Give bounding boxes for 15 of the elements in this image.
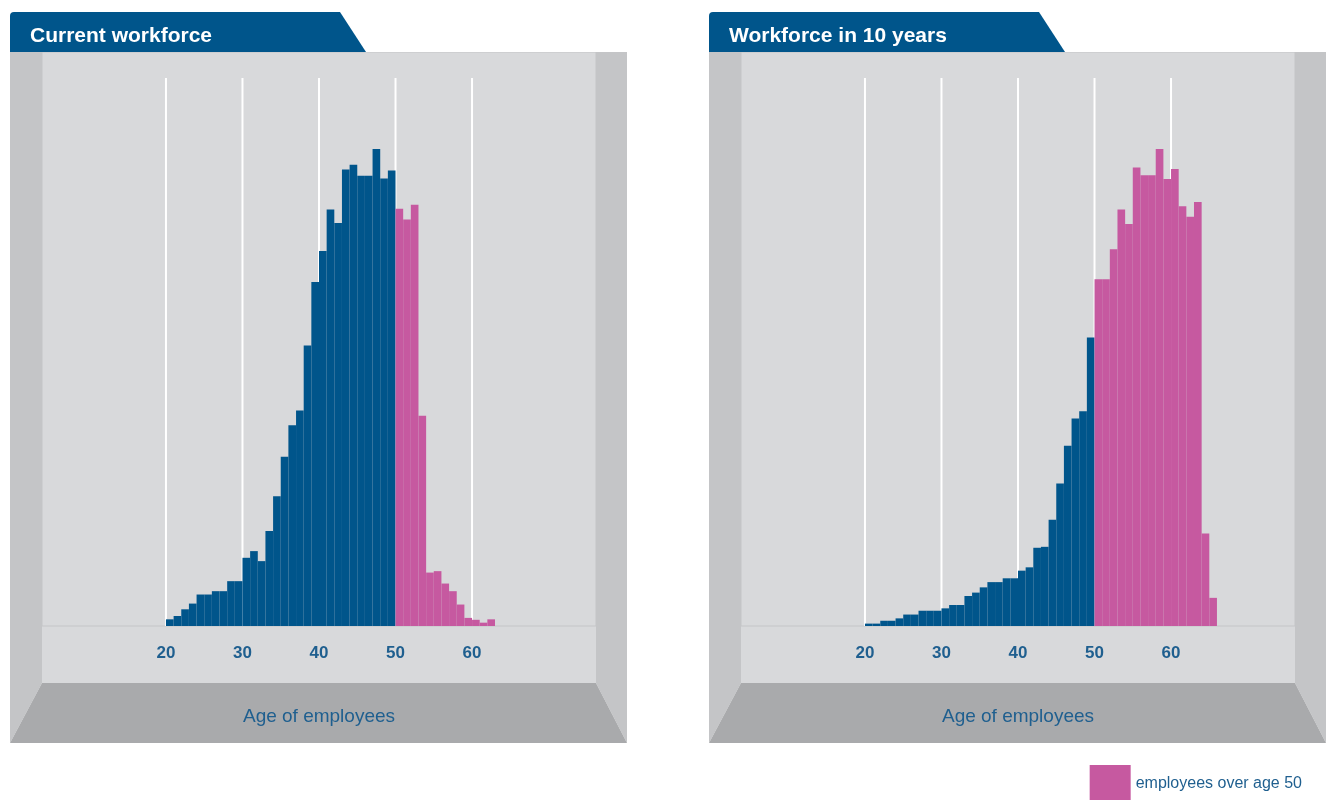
x-tick-label: 50 <box>386 643 405 662</box>
x-tick-label: 20 <box>855 643 875 662</box>
x-tick-label: 50 <box>1085 643 1104 662</box>
x-tick-label: 40 <box>309 643 329 662</box>
chart-title: Workforce in 10 years <box>709 12 1065 52</box>
x-axis-title: Age of employees <box>242 705 396 726</box>
x-tick-label: 30 <box>233 643 252 662</box>
chart-title: Current workforce <box>10 12 366 52</box>
legend-label: employees over age 50 <box>1135 774 1303 791</box>
x-tick-label: 40 <box>1008 643 1028 662</box>
x-tick-label: 30 <box>932 643 951 662</box>
x-tick-label: 20 <box>156 643 176 662</box>
x-tick-label: 60 <box>462 643 482 662</box>
x-axis-title: Age of employees <box>941 705 1095 726</box>
x-tick-label: 60 <box>1161 643 1181 662</box>
